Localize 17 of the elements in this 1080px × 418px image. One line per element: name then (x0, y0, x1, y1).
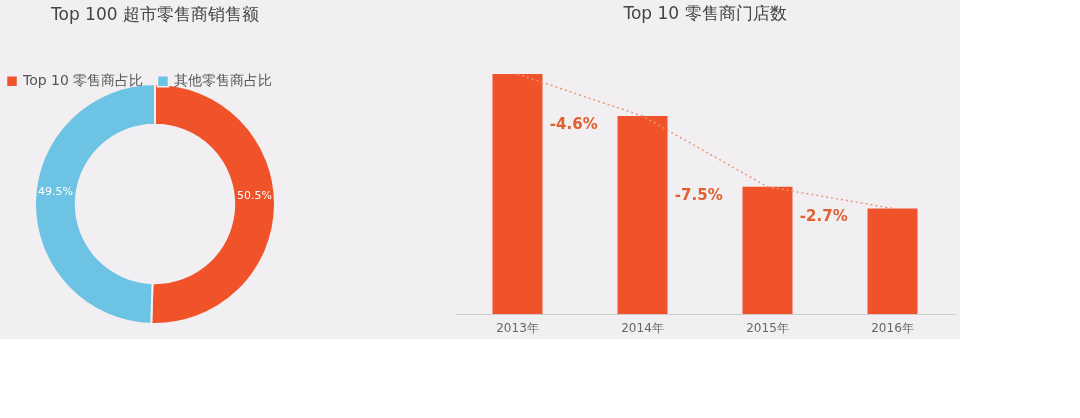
legend-label: 其他零售商占比 (174, 72, 272, 89)
annotation: -7.5% (674, 185, 723, 204)
bar (867, 208, 918, 314)
data-label: 50.5% (237, 188, 273, 202)
annotation: -2.7% (799, 207, 848, 226)
x-tick-label: 2015年 (746, 320, 789, 335)
bar (617, 116, 668, 314)
x-tick-label: 2016年 (871, 320, 914, 335)
x-tick-label: 2013年 (496, 320, 539, 335)
chart-title: Top 10 零售商门店数 (622, 3, 787, 24)
annotation: -4.6% (549, 115, 598, 133)
legend-label: Top 10 零售商占比 (22, 72, 144, 89)
data-label: 49.5% (37, 185, 73, 199)
x-tick-label: 2014年 (621, 320, 664, 335)
chart-title: Top 100 超市零售商销售额 (50, 4, 259, 24)
bar (742, 186, 793, 314)
bar (492, 74, 543, 314)
